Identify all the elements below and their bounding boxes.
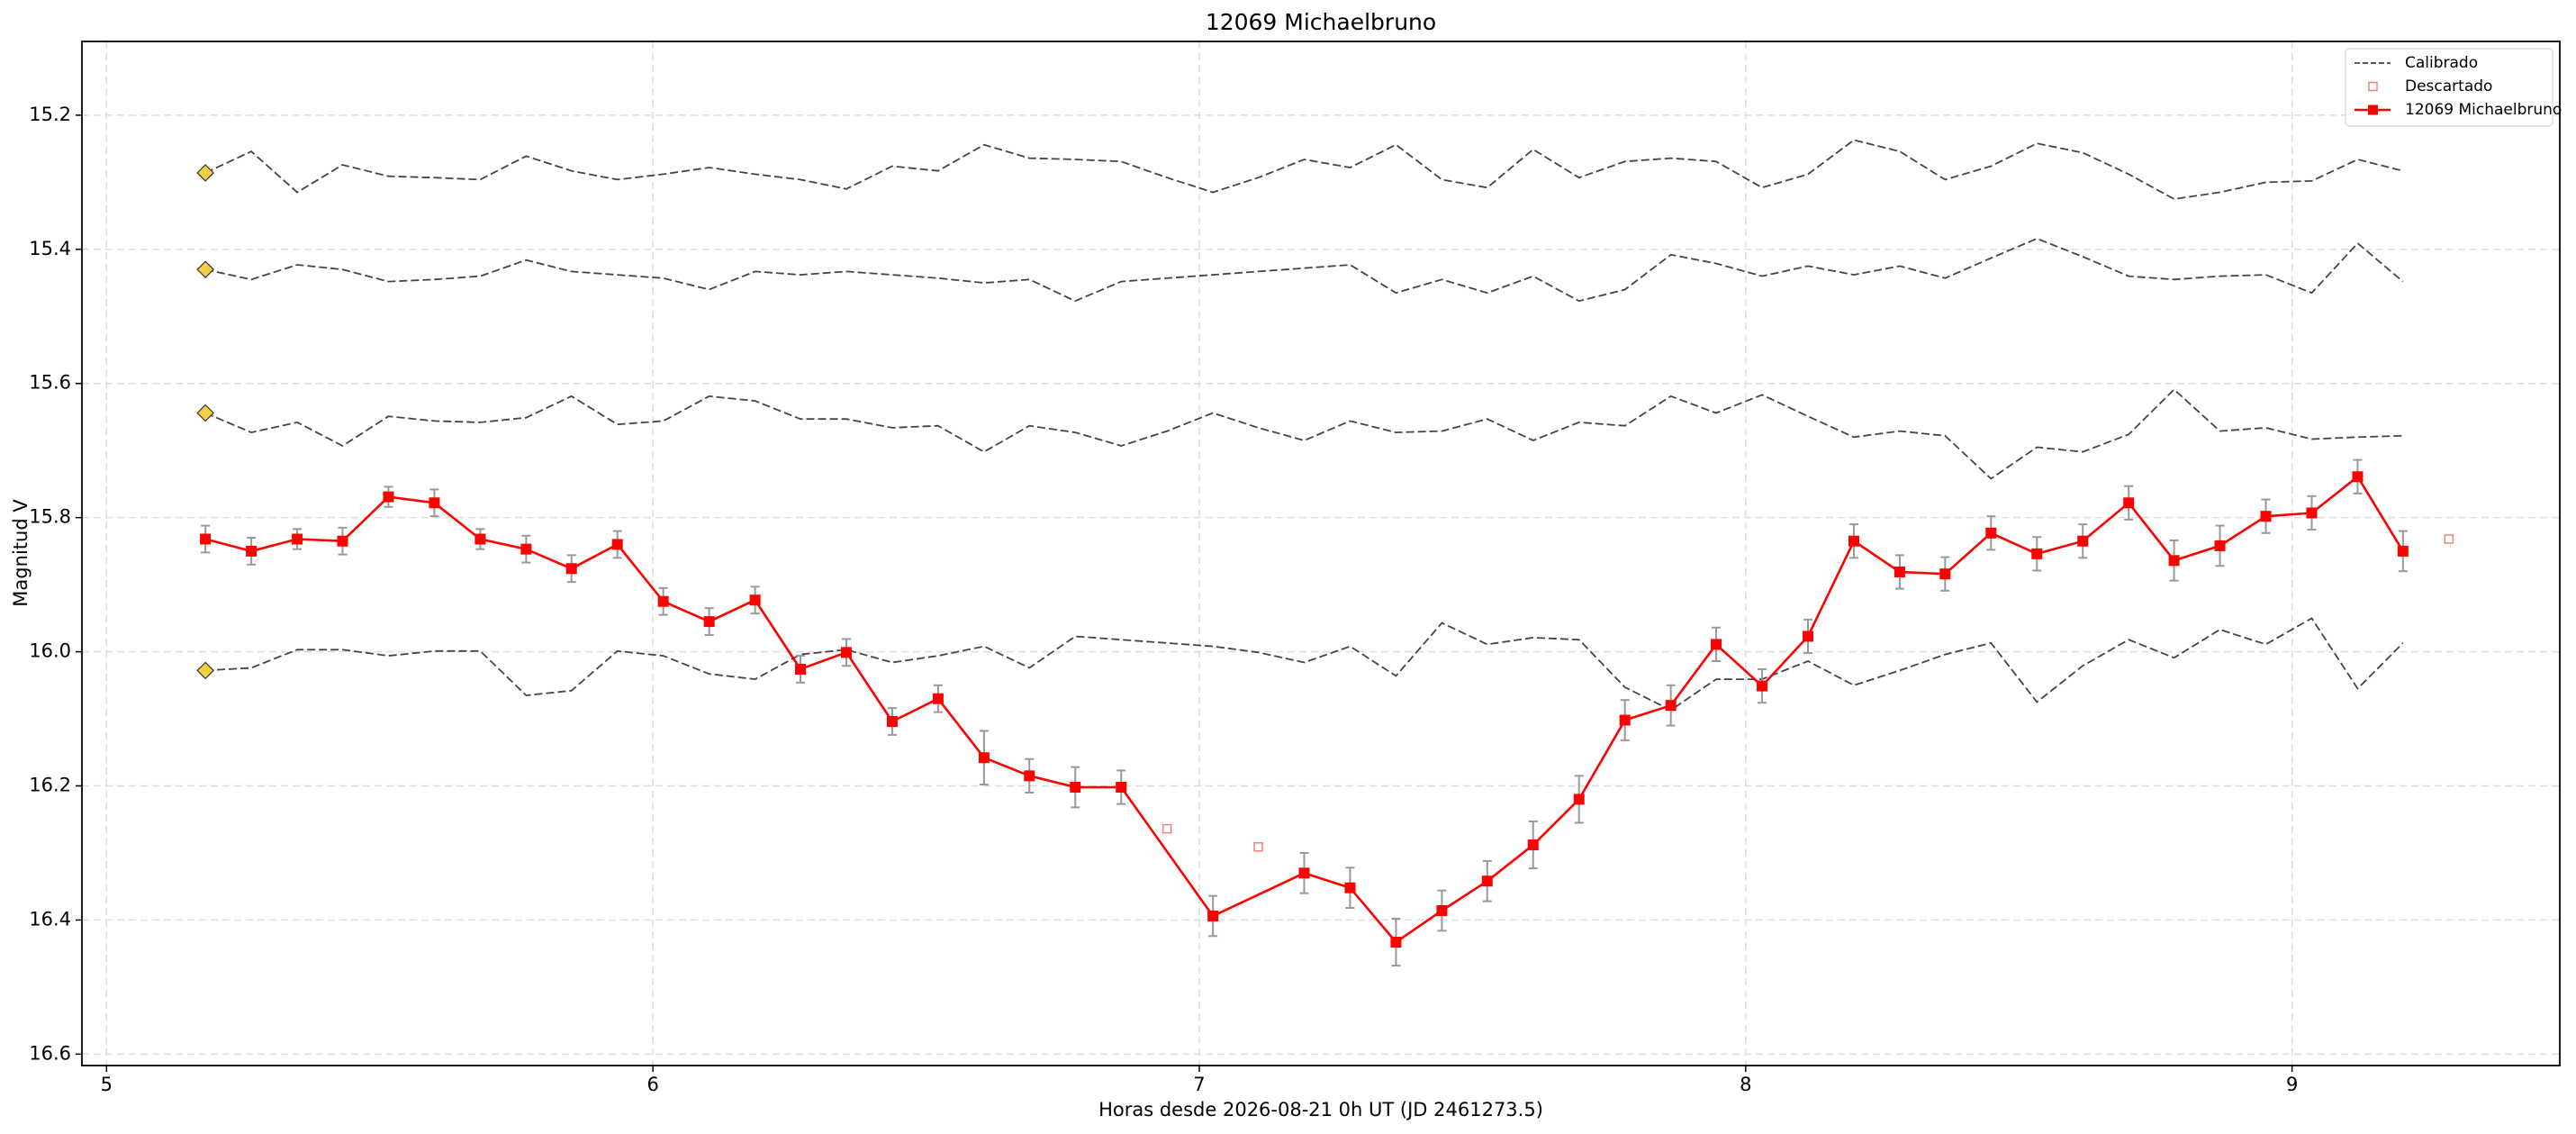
- x-tick-label: 5: [101, 1074, 113, 1095]
- data-point: [1665, 700, 1677, 712]
- x-tick-label: 9: [2286, 1074, 2298, 1095]
- legend-label: Calibrado: [2405, 54, 2478, 72]
- series-line: [204, 388, 2403, 480]
- x-tick-label: 7: [1193, 1074, 1205, 1095]
- data-point: [932, 693, 944, 704]
- data-point: [1024, 770, 1035, 782]
- data-point: [1527, 839, 1539, 851]
- data-point: [886, 716, 898, 728]
- data-point: [2168, 555, 2180, 567]
- legend-label: Descartado: [2405, 77, 2492, 95]
- data-point: [1390, 936, 1402, 948]
- y-axis-label: Magnitud V: [10, 499, 32, 607]
- discarded-point: [1161, 823, 1172, 834]
- data-point: [1436, 904, 1448, 916]
- reference-marker: [196, 260, 214, 279]
- reference-marker: [196, 164, 214, 182]
- data-point: [2077, 535, 2089, 547]
- data-point: [2031, 548, 2043, 559]
- data-point: [1802, 631, 1813, 642]
- legend-swatch: [2368, 104, 2378, 115]
- y-tick-label: 16.6: [29, 1042, 71, 1064]
- series-line: [204, 237, 2404, 303]
- data-point: [383, 491, 394, 503]
- data-point: [429, 497, 440, 509]
- y-tick-label: 15.6: [29, 372, 71, 394]
- y-tick-label: 16.0: [29, 640, 71, 662]
- data-point: [1939, 568, 1951, 580]
- data-point: [1848, 535, 1859, 547]
- discarded-point: [1253, 842, 1263, 852]
- data-point: [1298, 867, 1310, 879]
- data-point: [1070, 781, 1081, 793]
- data-point: [520, 543, 532, 555]
- data-point: [1619, 714, 1631, 726]
- legend-swatch: [2368, 81, 2378, 92]
- data-point: [2214, 540, 2226, 551]
- data-point: [978, 752, 990, 764]
- data-point: [1207, 910, 1219, 921]
- x-tick-label: 6: [646, 1074, 658, 1095]
- data-point: [475, 533, 486, 545]
- data-point: [337, 535, 348, 547]
- y-tick-label: 16.2: [29, 775, 71, 796]
- data-point: [611, 539, 623, 550]
- data-point: [657, 595, 669, 607]
- y-tick-label: 15.4: [29, 238, 71, 259]
- y-tick-label: 15.8: [29, 506, 71, 528]
- data-point: [794, 663, 806, 675]
- legend-box: [2345, 48, 2553, 127]
- data-point: [1894, 566, 1905, 577]
- data-point: [1711, 639, 1722, 650]
- data-point: [1116, 781, 1127, 793]
- x-axis-label: Horas desde 2026-08-21 0h UT (JD 2461273…: [1098, 1099, 1543, 1120]
- chart-title: 12069 Michaelbruno: [1206, 9, 1436, 35]
- data-point: [2260, 511, 2272, 522]
- legend-label: 12069 Michaelbruno: [2405, 101, 2562, 119]
- discarded-point: [2444, 534, 2454, 544]
- series-line: [204, 139, 2404, 200]
- x-tick-label: 8: [1740, 1074, 1751, 1095]
- reference-marker: [196, 404, 214, 422]
- data-point: [1757, 680, 1768, 692]
- data-point: [2397, 545, 2409, 557]
- data-point: [1481, 875, 1493, 887]
- data-point: [1985, 527, 1997, 539]
- reference-marker: [196, 661, 214, 680]
- data-point: [565, 563, 577, 575]
- data-point: [2123, 497, 2135, 509]
- data-point: [840, 647, 852, 658]
- data-point: [200, 533, 212, 545]
- series-line: [205, 617, 2404, 712]
- plot-frame: [81, 41, 2561, 1066]
- data-point: [246, 545, 258, 557]
- data-point: [2352, 471, 2364, 483]
- y-tick-label: 16.4: [29, 908, 71, 930]
- data-point: [749, 594, 761, 606]
- data-point: [1573, 794, 1585, 805]
- data-point: [292, 533, 303, 545]
- data-point: [1344, 882, 1356, 894]
- y-tick-label: 15.2: [29, 104, 71, 125]
- data-point: [703, 616, 715, 628]
- data-point: [2306, 507, 2318, 519]
